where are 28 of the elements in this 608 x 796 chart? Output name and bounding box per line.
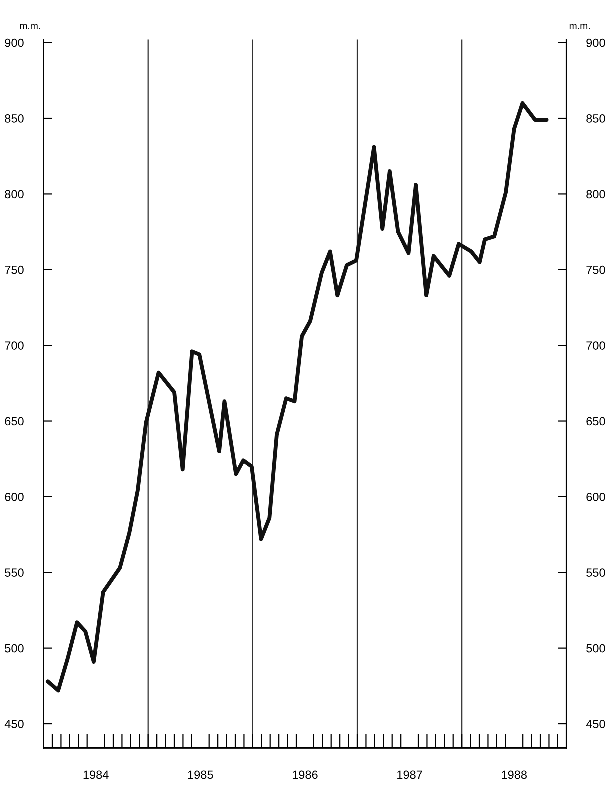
x-tick-label: 1988 bbox=[502, 770, 527, 780]
y-tick-label: 500 bbox=[5, 644, 24, 653]
y2-tick-label: 750 bbox=[586, 266, 606, 274]
y-tick-label: 650 bbox=[5, 417, 24, 426]
y-tick-label: 600 bbox=[5, 492, 24, 502]
x-tick-label: 1985 bbox=[188, 770, 214, 780]
y-tick-label: 750 bbox=[5, 266, 24, 274]
y2-axis-title: m.m. bbox=[570, 24, 590, 30]
y2-tick-label: 650 bbox=[586, 417, 606, 426]
y-tick-label: 800 bbox=[5, 190, 24, 199]
y-tick-label: 450 bbox=[4, 720, 24, 728]
x-tick-label: 1986 bbox=[292, 770, 318, 780]
y2-tick-label: 850 bbox=[586, 114, 606, 123]
y2-tick-label: 900 bbox=[586, 38, 606, 48]
y2-tick-label: 700 bbox=[586, 342, 606, 350]
y-tick-label: 550 bbox=[5, 568, 24, 578]
y-tick-label: 700 bbox=[5, 342, 24, 350]
y2-tick-label: 500 bbox=[586, 644, 606, 653]
y-tick-label: 850 bbox=[5, 114, 24, 123]
y-axis-title: m.m. bbox=[20, 24, 40, 30]
y2-tick-label: 600 bbox=[586, 492, 606, 502]
y2-tick-label: 450 bbox=[586, 720, 606, 728]
x-tick-label: 1987 bbox=[398, 770, 422, 780]
y2-tick-label: 550 bbox=[586, 568, 606, 578]
x-tick-label: 1984 bbox=[84, 770, 109, 780]
y-tick-label: 900 bbox=[5, 38, 24, 48]
line-series bbox=[46, 101, 549, 693]
y2-tick-label: 800 bbox=[586, 190, 606, 199]
